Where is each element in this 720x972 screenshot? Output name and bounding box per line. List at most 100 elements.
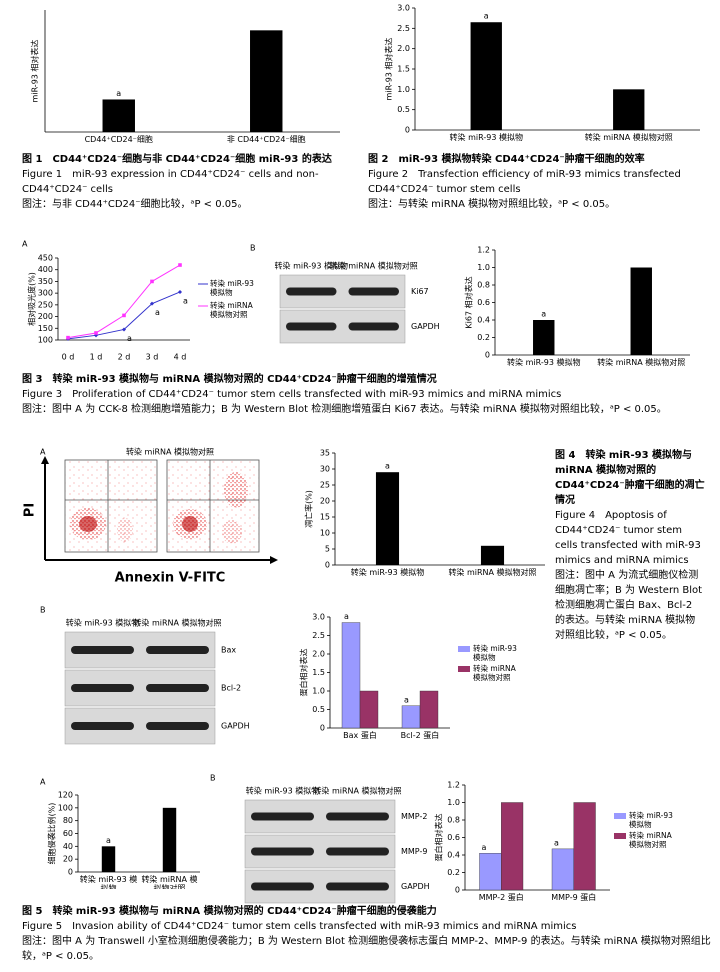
x-tick-label: 转染 miR-93 模拟物 [350, 568, 425, 577]
panel-letter: A [40, 448, 46, 457]
y-tick-label: 0 [68, 868, 73, 877]
y-tick-label: 60 [63, 829, 73, 838]
flow-plot [64, 459, 158, 553]
y-tick-label: 25 [320, 481, 330, 490]
y-tick-label: 0.6 [477, 298, 490, 307]
y-axis-label: 细胞侵袭比例(%) [47, 803, 57, 865]
bar [101, 846, 116, 872]
y-tick-label: 20 [320, 497, 330, 506]
y-tick-label: 35 [320, 449, 330, 458]
y-axis-label: 蛋白相对表达 [299, 649, 309, 697]
x-tick-label: Bax 蛋白 [343, 731, 377, 740]
x-tick-label: 0 d [62, 353, 75, 362]
y-tick-label: 400 [38, 265, 53, 274]
text-box: CD44⁺CD24⁻细胞 [85, 135, 153, 144]
legend-swatch [614, 833, 626, 839]
blot-column: 转染 miRNA 模拟物对照 [133, 618, 221, 628]
blot-row-label: Ki67 [411, 287, 429, 296]
blot-row-label: MMP-2 [401, 812, 427, 821]
y-axis-label: miR-93 相对表达 [384, 38, 394, 101]
caption: 图 2 miR-93 模拟物转染 CD44⁺CD24⁻肿瘤干细胞的效率 Figu… [368, 152, 708, 212]
y-axis-label: 相对吸光度(%) [27, 272, 37, 326]
flow-frame [64, 459, 158, 553]
y-tick-label: 3.0 [312, 613, 325, 622]
blot-column: 转染 miRNA 模拟物对照 [313, 786, 401, 796]
legend-swatch [614, 813, 626, 819]
x-tick-label: 转染 miR-93 模拟物 [79, 875, 138, 889]
bar [250, 30, 283, 132]
bar [479, 853, 502, 891]
blot-band [326, 812, 389, 821]
y-tick-label: 2.5 [312, 631, 325, 640]
text-box: Bax 蛋白 [343, 731, 377, 740]
bar [102, 99, 135, 132]
blot-row-label: Bcl-2 [221, 684, 241, 693]
y-tick-label: 15 [320, 513, 330, 522]
y-tick-label: 40 [63, 842, 73, 851]
x-tick-label: 转染 miR-93 模拟物 [449, 133, 523, 142]
y-tick-label: 2.0 [312, 650, 325, 659]
flow-column: 转染 miRNA 模拟物对照 [126, 447, 214, 457]
y-tick-label: 1.2 [477, 246, 490, 255]
blot-column: 转染 miR-93 模拟物 [66, 618, 139, 628]
text-box: 转染 miRNA 模拟物对照 [448, 568, 536, 577]
legend-label: 转染 miR-93 模拟物 [210, 279, 254, 297]
y-tick-label: 250 [38, 300, 53, 309]
blot-band [71, 646, 134, 654]
y-axis-label: 蛋白相对表达 [434, 814, 444, 862]
y-axis-label: miR-93 相对表达 [30, 40, 40, 103]
text-box: 转染 miRNA 模拟物对照 [629, 831, 672, 849]
y-tick-label: 80 [63, 816, 73, 825]
blot-band [146, 684, 209, 692]
bar [501, 802, 524, 891]
blot-band [71, 684, 134, 692]
text-box: 转染 miRNA 模拟物对照 [210, 301, 253, 319]
text-box: 转染 miR-93 模拟物 [629, 811, 673, 829]
caption-english: Figure 5 Invasion ability of CD44⁺CD24⁻ … [22, 921, 577, 932]
blot-row-label: GAPDH [401, 882, 430, 891]
blot-band [348, 322, 399, 331]
caption-english: Figure 1 miR-93 expression in CD44⁺CD24⁻… [22, 169, 319, 195]
bar [480, 545, 505, 565]
blot-row-label: MMP-9 [401, 847, 427, 856]
text-box: 转染 miR-93 模拟物 [350, 568, 425, 577]
x-tick-label: 转染 miRNA 模拟物对照 [141, 875, 198, 889]
point [150, 279, 154, 284]
annotation: a [116, 89, 121, 98]
caption-title: 图 2 miR-93 模拟物转染 CD44⁺CD24⁻肿瘤干细胞的效率 [368, 154, 645, 165]
bar [375, 472, 400, 565]
caption: 图 4 转染 miR-93 模拟物与 miRNA 模拟物对照的 CD44⁺CD2… [555, 448, 705, 643]
y-tick-label: 100 [58, 803, 73, 812]
text-box: 转染 miR-93 模拟物 [449, 133, 523, 142]
blot-band [251, 812, 314, 821]
text-box: 转染 miR-93 模拟物 [507, 358, 580, 367]
annotation: a [484, 12, 489, 21]
blot-band [286, 287, 337, 296]
y-tick-label: 150 [38, 324, 53, 333]
cell-cluster [182, 516, 198, 532]
blot-band [348, 287, 399, 296]
y-tick-label: 0.5 [312, 705, 325, 714]
x-tick-label: 4 d [174, 353, 187, 362]
flow-plot [166, 459, 260, 553]
arrow [41, 456, 49, 464]
caption-note: 图注：与非 CD44⁺CD24⁻细胞比较，ᵃP < 0.05。 [22, 199, 248, 210]
y-tick-label: 0 [485, 351, 490, 360]
blot-band [251, 882, 314, 891]
y-tick-label: 0 [325, 561, 330, 570]
bar [613, 89, 645, 130]
bar [401, 705, 421, 729]
blot-band [146, 722, 209, 730]
y-axis-label: Ki67 相对表达 [464, 276, 474, 328]
caption-title: 图 5 转染 miR-93 模拟物与 miRNA 模拟物对照的 CD44⁺CD2… [22, 906, 437, 917]
y-tick-label: 2.5 [397, 24, 410, 33]
caption-note: 图注：与转染 miRNA 模拟物对照组比较，ᵃP < 0.05。 [368, 199, 616, 210]
x-tick-label: 2 d [118, 353, 131, 362]
blot-band [286, 322, 337, 331]
blot-column: 转染 miRNA 模拟物对照 [330, 261, 418, 271]
y-tick-label: 1.5 [312, 668, 325, 677]
y-tick-label: 450 [38, 254, 53, 263]
blot-band [71, 722, 134, 730]
y-tick-label: 1.0 [477, 263, 490, 272]
flow-x-label: Annexin V-FITC [115, 571, 226, 586]
